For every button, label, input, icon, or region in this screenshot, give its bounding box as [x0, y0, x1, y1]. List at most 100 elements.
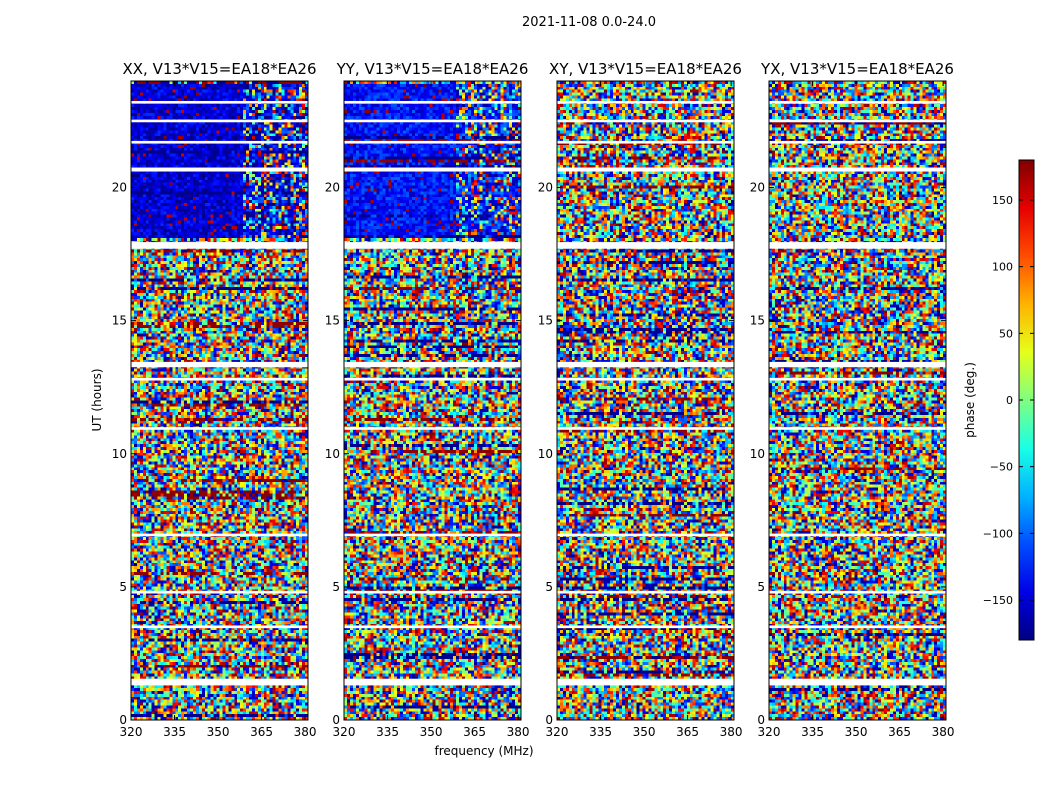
- panel-xx: XX, V13*V15=EA18*EA26 320 335 350 365 380 0 5 10…: [112, 60, 317, 739]
- flagged-band: [131, 533, 308, 537]
- x-tick-label: 350: [207, 725, 230, 739]
- y-axis-label: UT (hours): [90, 368, 104, 431]
- flagged-band: [557, 377, 734, 381]
- y-tick-label: 15: [112, 314, 127, 328]
- y-tick-label: 15: [325, 314, 340, 328]
- flagged-band: [131, 140, 308, 144]
- y-tick-label: 20: [112, 181, 127, 195]
- x-tick-label: 365: [250, 725, 273, 739]
- panel-title: XX, V13*V15=EA18*EA26: [122, 60, 316, 78]
- flagged-band: [557, 625, 734, 629]
- x-tick-label: 320: [333, 725, 356, 739]
- flagged-band: [344, 140, 521, 144]
- flagged-band: [557, 100, 734, 104]
- y-tick-label: 0: [757, 713, 765, 727]
- flagged-band: [769, 678, 946, 686]
- colorbar-tick-label: 50: [999, 327, 1013, 340]
- flagged-band: [131, 100, 308, 104]
- flagged-band: [344, 533, 521, 537]
- x-tick-label: 380: [720, 725, 743, 739]
- x-tick-label: 320: [758, 725, 781, 739]
- flagged-band: [344, 361, 521, 368]
- flagged-band: [769, 100, 946, 104]
- y-tick-label: 10: [112, 447, 127, 461]
- x-tick-label: 365: [676, 725, 699, 739]
- y-tick-label: 5: [545, 580, 553, 594]
- panel-frame: [343, 80, 522, 721]
- flagged-band: [344, 427, 521, 430]
- y-tick-label: 5: [332, 580, 340, 594]
- colorbar-tick-label: −100: [983, 527, 1013, 540]
- x-tick-label: 350: [845, 725, 868, 739]
- flagged-band: [769, 377, 946, 381]
- flagged-band: [769, 167, 946, 172]
- y-tick-label: 0: [332, 713, 340, 727]
- colorbar-tick-label: 100: [992, 261, 1013, 274]
- panels: XX, V13*V15=EA18*EA26 320 335 350 365 380 0 5 10…: [112, 60, 955, 739]
- flagged-band: [769, 427, 946, 430]
- flagged-band: [769, 361, 946, 368]
- colorbar: −150 −100 −50 0 50 100 150: [983, 159, 1035, 641]
- panel-title: YX, V13*V15=EA18*EA26: [760, 60, 954, 78]
- flagged-band: [131, 625, 308, 629]
- figure-suptitle: 2021-11-08 0.0-24.0: [522, 15, 656, 30]
- y-tick-label: 20: [750, 181, 765, 195]
- flagged-band: [131, 167, 308, 172]
- y-tick-label: 20: [325, 181, 340, 195]
- flagged-band: [344, 678, 521, 686]
- y-tick-label: 15: [750, 314, 765, 328]
- flagged-band: [344, 590, 521, 594]
- x-tick-label: 335: [801, 725, 824, 739]
- x-tick-label: 320: [546, 725, 569, 739]
- heatmap-image-xy: [557, 81, 734, 720]
- flagged-band: [344, 100, 521, 104]
- x-tick-label: 380: [294, 725, 317, 739]
- flagged-band: [344, 625, 521, 629]
- heatmap-image-xx: [131, 81, 308, 720]
- flagged-band: [344, 167, 521, 172]
- x-tick-label: 335: [589, 725, 612, 739]
- x-tick-label: 335: [163, 725, 186, 739]
- flagged-band: [131, 361, 308, 368]
- panel-frame: [556, 80, 735, 721]
- colorbar-tick-label: 150: [992, 194, 1013, 207]
- flagged-band: [557, 361, 734, 368]
- flagged-band: [769, 533, 946, 537]
- flagged-band: [557, 119, 734, 123]
- flagged-band: [344, 242, 521, 249]
- y-tick-label: 20: [538, 181, 553, 195]
- x-tick-label: 350: [420, 725, 443, 739]
- colorbar-tick-label: −50: [990, 461, 1013, 474]
- flagged-band: [131, 242, 308, 249]
- x-tick-label: 365: [888, 725, 911, 739]
- flagged-band: [557, 167, 734, 172]
- flagged-band: [557, 590, 734, 594]
- flagged-band: [557, 242, 734, 249]
- x-tick-label: 380: [507, 725, 530, 739]
- panel-frame: [130, 80, 309, 721]
- y-tick-label: 5: [119, 580, 127, 594]
- y-tick-label: 0: [119, 713, 127, 727]
- flagged-band: [557, 678, 734, 686]
- flagged-band: [769, 242, 946, 249]
- panel-xy: XY, V13*V15=EA18*EA26 320 335 350 365 380 0 5 10…: [538, 60, 743, 739]
- panel-frame: [768, 80, 947, 721]
- y-tick-label: 10: [325, 447, 340, 461]
- x-axis-label: frequency (MHz): [434, 744, 533, 758]
- x-tick-label: 320: [120, 725, 143, 739]
- x-tick-label: 335: [376, 725, 399, 739]
- heatmap-image-yx: [769, 81, 946, 720]
- flagged-band: [131, 427, 308, 430]
- y-tick-label: 15: [538, 314, 553, 328]
- panel-title: XY, V13*V15=EA18*EA26: [549, 60, 742, 78]
- panel-title: YY, V13*V15=EA18*EA26: [336, 60, 529, 78]
- x-tick-label: 350: [633, 725, 656, 739]
- flagged-band: [344, 119, 521, 123]
- panel-yx: YX, V13*V15=EA18*EA26 320 335 350 365 380 0 5 10…: [750, 60, 955, 739]
- y-tick-label: 10: [538, 447, 553, 461]
- y-tick-label: 0: [545, 713, 553, 727]
- flagged-band: [769, 140, 946, 144]
- flagged-band: [557, 427, 734, 430]
- flagged-band: [131, 119, 308, 123]
